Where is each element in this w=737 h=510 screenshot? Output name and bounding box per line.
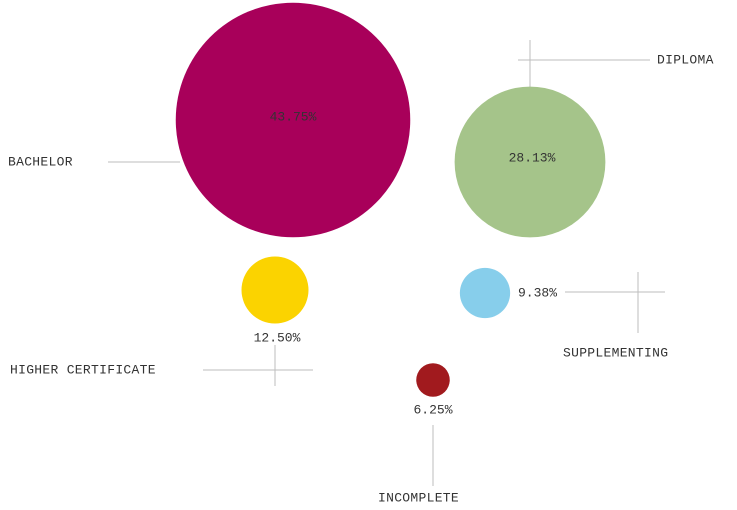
category-label: BACHELOR	[8, 154, 73, 169]
category-label: SUPPLEMENTING	[563, 345, 668, 360]
value-label: 6.25%	[413, 402, 452, 417]
value-label: 9.38%	[518, 285, 557, 300]
bubble	[175, 2, 411, 238]
category-label: DIPLOMA	[657, 52, 714, 67]
category-label: INCOMPLETE	[378, 490, 459, 505]
value-label: 12.50%	[254, 330, 301, 345]
value-label: 28.13%	[509, 150, 556, 165]
bubble	[459, 267, 511, 319]
category-label: HIGHER CERTIFICATE	[10, 362, 156, 377]
bubble	[241, 256, 309, 324]
bubble	[454, 86, 606, 238]
value-label: 43.75%	[270, 109, 317, 124]
bubble	[416, 363, 450, 397]
